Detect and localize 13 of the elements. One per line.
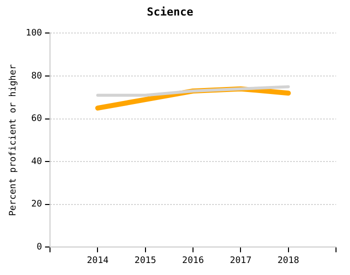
y-tick-label: 80 (31, 71, 42, 82)
chart-title: Science (146, 5, 194, 18)
y-tick-label: 0 (36, 242, 42, 253)
x-tick-label: 2017 (230, 256, 252, 266)
x-tick-label: 2016 (182, 256, 204, 266)
x-tick-label: 2014 (86, 256, 109, 266)
y-axis-title: Percent proficient or higher (8, 64, 19, 216)
y-tick-label: 40 (31, 156, 42, 167)
x-tick-label: 2018 (278, 256, 300, 266)
x-tick-label: 2015 (134, 256, 156, 266)
y-tick-label: 100 (26, 28, 42, 39)
y-tick-label: 20 (31, 200, 42, 210)
y-tick-label: 60 (31, 114, 42, 124)
